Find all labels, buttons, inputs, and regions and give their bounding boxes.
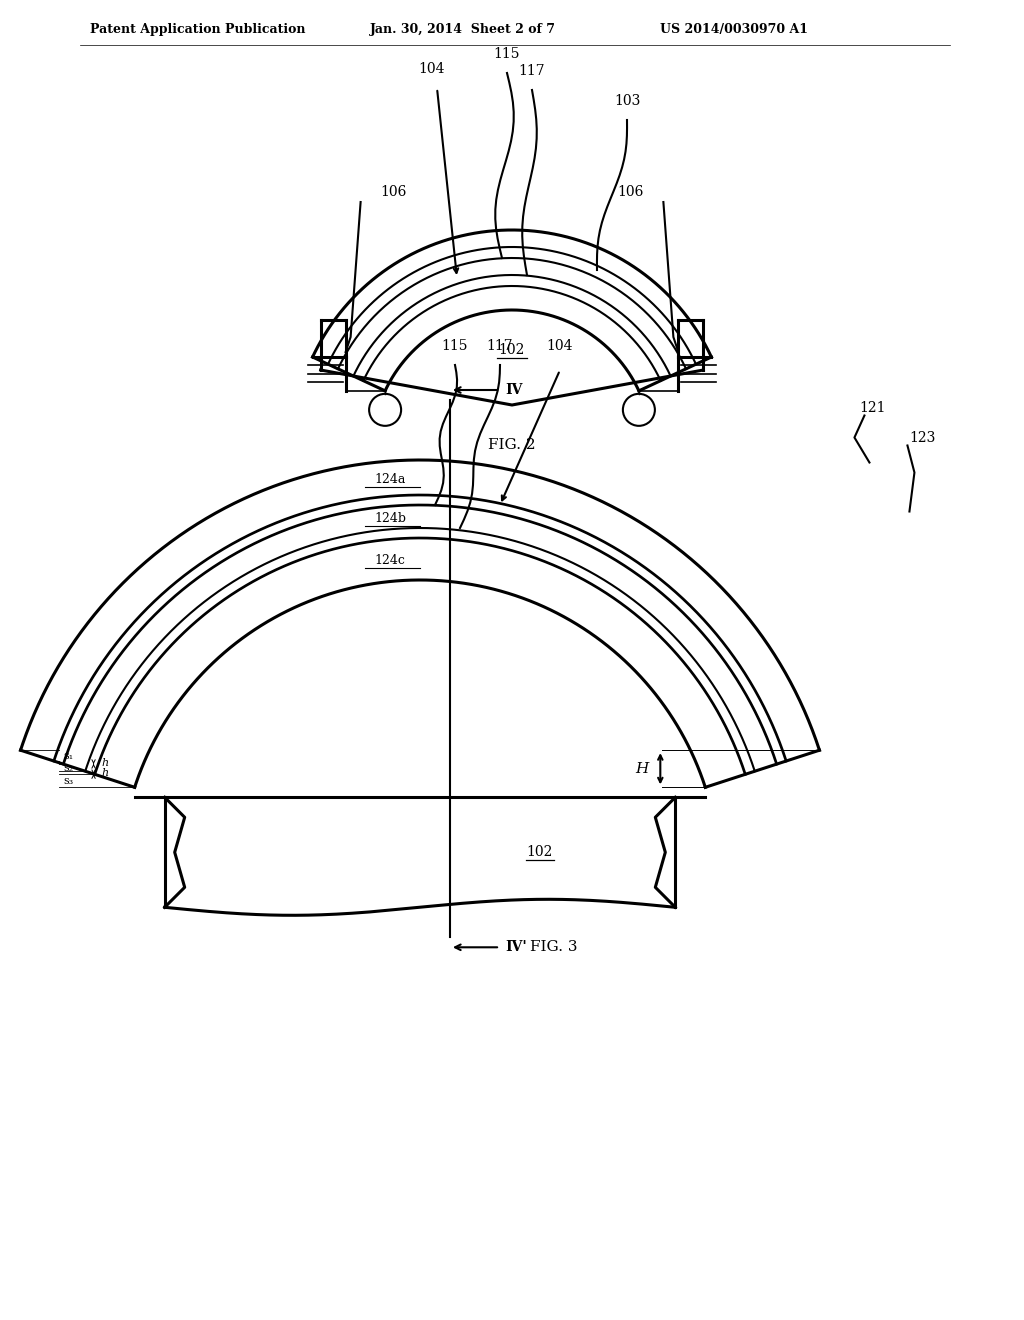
- Text: 106: 106: [617, 185, 643, 199]
- Text: 103: 103: [613, 94, 640, 108]
- Text: s₃: s₃: [63, 776, 74, 785]
- Text: s₂: s₂: [63, 763, 74, 772]
- Text: 117: 117: [519, 63, 546, 78]
- Text: FIG. 3: FIG. 3: [530, 940, 578, 954]
- Text: IV': IV': [505, 940, 526, 954]
- Text: h: h: [101, 758, 109, 767]
- Text: 124a: 124a: [375, 473, 406, 486]
- Text: 102: 102: [499, 343, 525, 356]
- Text: 124b: 124b: [374, 512, 406, 525]
- Text: IV: IV: [505, 383, 522, 397]
- Text: US 2014/0030970 A1: US 2014/0030970 A1: [660, 24, 808, 37]
- Text: 102: 102: [526, 845, 553, 859]
- Text: Jan. 30, 2014  Sheet 2 of 7: Jan. 30, 2014 Sheet 2 of 7: [370, 24, 556, 37]
- Text: 123: 123: [909, 430, 936, 445]
- Text: s₁: s₁: [63, 751, 74, 760]
- Text: H: H: [635, 762, 648, 776]
- Text: Patent Application Publication: Patent Application Publication: [90, 24, 305, 37]
- Text: 117: 117: [486, 339, 513, 352]
- Text: FIG. 2: FIG. 2: [488, 438, 536, 451]
- Text: 104: 104: [419, 62, 445, 77]
- Text: 124c: 124c: [375, 554, 406, 568]
- Text: h: h: [101, 768, 109, 777]
- Text: 104: 104: [547, 339, 573, 352]
- Text: 115: 115: [441, 339, 468, 352]
- Text: 115: 115: [494, 48, 520, 61]
- Text: 106: 106: [381, 185, 407, 199]
- Text: 121: 121: [859, 400, 886, 414]
